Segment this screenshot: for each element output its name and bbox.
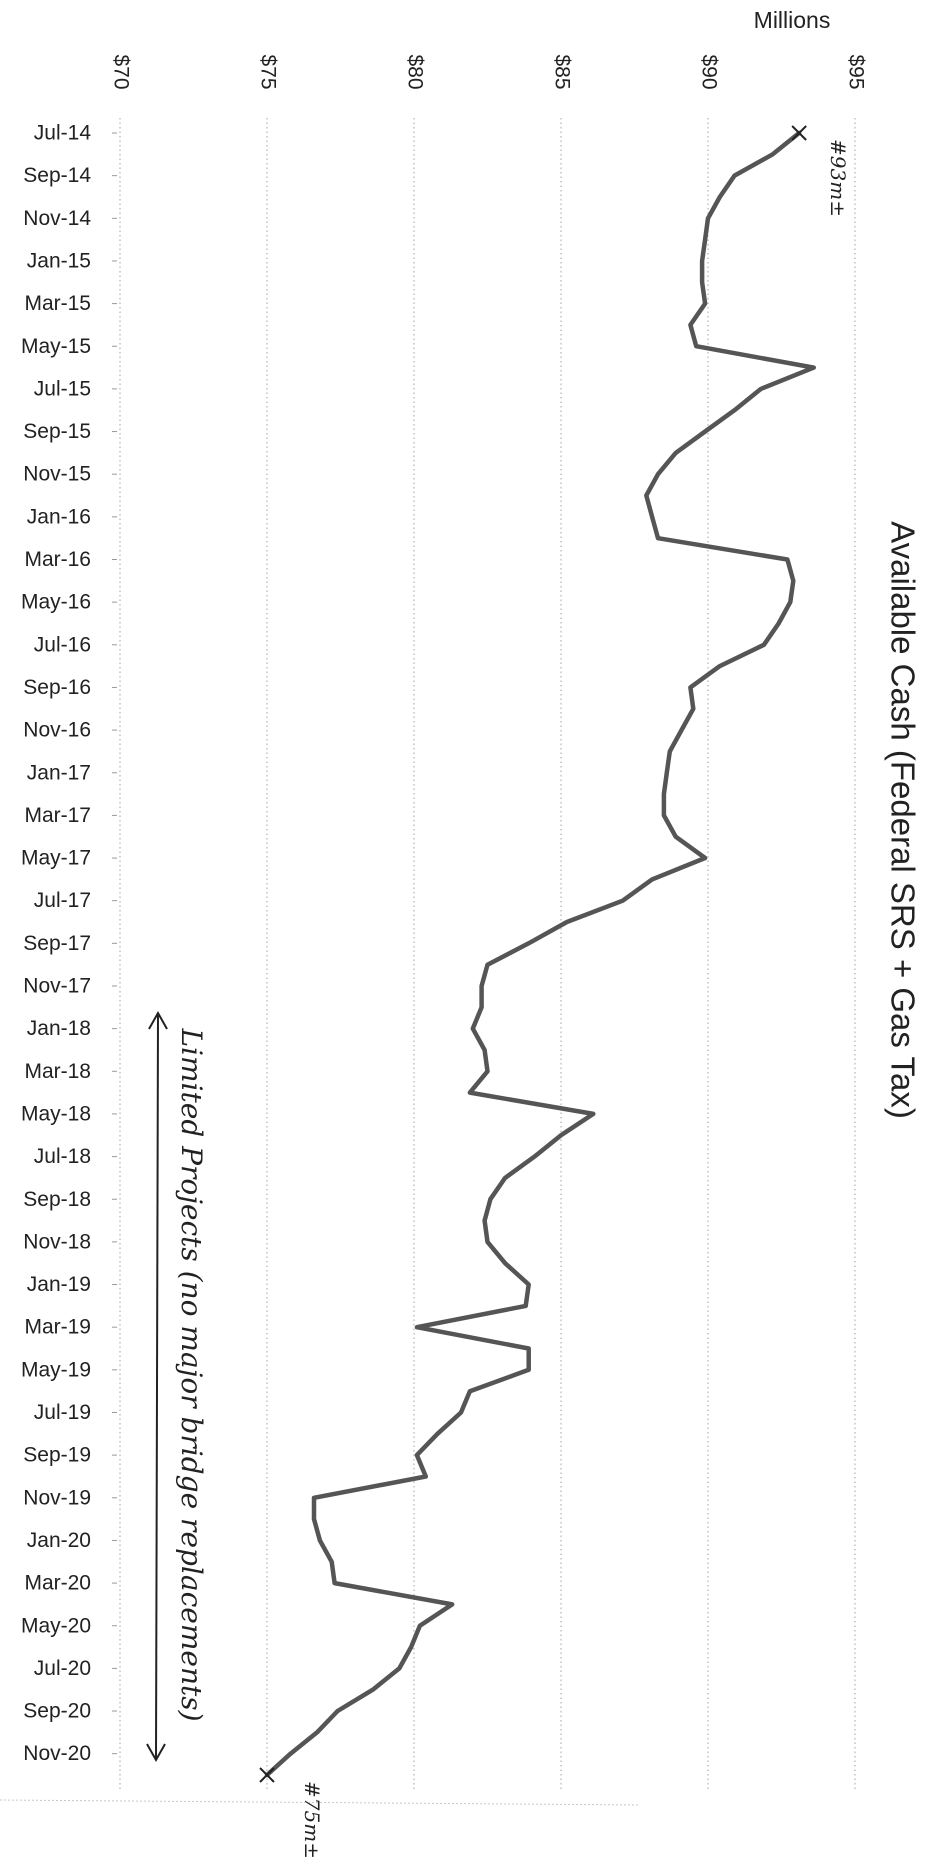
annotation-arrowhead-top	[148, 1010, 168, 1030]
category-tick-label: May-20	[21, 1614, 91, 1637]
category-tick-label: Nov-19	[23, 1486, 91, 1509]
category-tick-label: Jul-15	[34, 377, 91, 400]
category-tick-label: Nov-16	[23, 719, 91, 742]
annotation-arrow-shaft	[155, 1012, 159, 1761]
category-tick-label: Sep-20	[23, 1700, 91, 1723]
category-axis-ticks: Jul-14 Sep-14 Nov-14 Jan-15 Mar-15 May-15 Jul-…	[21, 122, 117, 1765]
grid-layer	[119, 118, 856, 1790]
category-tick-label: Jan-20	[27, 1529, 91, 1552]
category-tick-label: May-19	[21, 1358, 91, 1381]
category-tick-label: Nov-20	[23, 1742, 91, 1765]
series-layer	[259, 125, 817, 1783]
series-line	[264, 130, 817, 1778]
category-tick-label: Jul-18	[34, 1145, 91, 1168]
value-tick-label: $85	[550, 54, 573, 89]
annotation-limited-projects: Limited Projects (no major bridge replac…	[175, 1027, 208, 1721]
start-marker	[791, 125, 807, 141]
value-tick-label: $80	[403, 54, 426, 89]
annotation-arrowhead-bottom	[146, 1743, 166, 1763]
category-tick-label: Jan-18	[27, 1017, 91, 1040]
category-tick-label: Jul-19	[34, 1401, 91, 1424]
category-tick-label: Mar-16	[24, 548, 91, 571]
category-tick-label: Mar-18	[24, 1060, 91, 1083]
category-tick-label: Sep-15	[23, 420, 91, 443]
category-tick-label: Nov-17	[23, 975, 91, 998]
annotation-end-value: #75m±	[300, 1781, 324, 1859]
chart-title: Available Cash (Federal SRS + Gas Tax)	[884, 521, 921, 1119]
category-tick-label: Nov-18	[23, 1230, 91, 1253]
value-tick-label: $90	[697, 54, 720, 89]
category-tick-label: Jan-17	[27, 761, 91, 784]
category-tick-label: Sep-17	[23, 932, 91, 955]
category-tick-label: Jan-15	[27, 249, 91, 272]
value-axis-unit: Millions	[754, 7, 831, 33]
category-tick-label: Jan-19	[27, 1273, 91, 1296]
category-tick-label: Jul-14	[34, 122, 92, 145]
value-axis-ticks: $70 $75 $80 $85 $90 $95	[109, 54, 867, 89]
category-tick-label: Mar-19	[24, 1316, 91, 1339]
category-tick-label: May-17	[21, 847, 91, 870]
category-tick-label: Jul-16	[34, 633, 91, 656]
page-edge-line	[0, 1799, 641, 1806]
category-tick-label: May-15	[21, 335, 91, 358]
category-tick-label: Mar-15	[24, 292, 91, 315]
category-tick-label: Nov-15	[23, 463, 91, 486]
category-tick-label: Jan-16	[27, 505, 91, 528]
category-tick-label: Mar-20	[24, 1572, 91, 1595]
category-tick-label: May-18	[21, 1102, 91, 1125]
category-tick-label: Mar-17	[24, 804, 91, 827]
value-tick-label: $70	[109, 54, 132, 89]
value-tick-label: $95	[844, 54, 867, 89]
category-tick-label: Sep-16	[23, 676, 91, 699]
category-tick-label: May-16	[21, 591, 91, 614]
end-marker	[259, 1767, 275, 1783]
category-tick-label: Jul-20	[34, 1657, 91, 1680]
value-tick-label: $75	[256, 54, 279, 89]
category-tick-label: Sep-14	[23, 164, 91, 187]
category-tick-label: Jul-17	[34, 889, 91, 912]
category-tick-label: Nov-14	[23, 207, 91, 230]
annotation-start-value: #93m±	[826, 139, 850, 217]
handwritten-annotations: #93m± #75m± Limited Projects (no major b…	[146, 139, 850, 1859]
category-tick-label: Sep-18	[23, 1188, 91, 1211]
category-tick-label: Sep-19	[23, 1444, 91, 1467]
